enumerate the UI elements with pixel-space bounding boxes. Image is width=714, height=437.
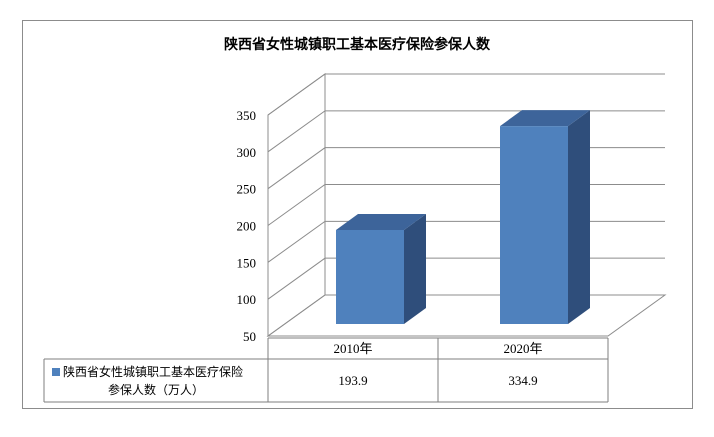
y-tick-label: 100 bbox=[237, 292, 257, 307]
y-tick-label: 300 bbox=[237, 145, 257, 160]
gridline bbox=[267, 147, 665, 190]
bars bbox=[336, 110, 590, 325]
bar-front bbox=[336, 229, 404, 324]
x-category-label: 2020年 bbox=[503, 341, 542, 356]
gridline bbox=[267, 110, 665, 153]
bar-side bbox=[568, 110, 590, 325]
legend-key bbox=[52, 368, 60, 376]
y-axis-ticks: 50 100 150 200 250 300 350 bbox=[237, 108, 257, 344]
bar-front bbox=[500, 126, 568, 325]
bar bbox=[336, 213, 426, 324]
data-table-value: 193.9 bbox=[338, 373, 367, 388]
y-tick-label: 200 bbox=[237, 219, 257, 234]
data-table: 2010年 2020年 193.9 334.9 陕西省女性城镇职工基本医疗保险参保人数（… bbox=[43, 337, 609, 403]
series-label: 陕西省女性城镇职工基本医疗保险 bbox=[63, 364, 243, 379]
gridline bbox=[267, 220, 665, 263]
bar-side bbox=[404, 213, 426, 324]
gridlines bbox=[267, 73, 665, 300]
bar bbox=[500, 110, 590, 325]
data-table-value: 334.9 bbox=[508, 373, 537, 388]
series-label: 参保人数（万人） bbox=[108, 382, 204, 397]
y-tick-label: 50 bbox=[243, 329, 256, 344]
y-tick-label: 150 bbox=[237, 255, 257, 270]
floor bbox=[266, 294, 667, 337]
chart-title: 陕西省女性城镇职工基本医疗保险参保人数 bbox=[224, 37, 490, 53]
bar-top bbox=[500, 110, 590, 127]
x-category-label: 2010年 bbox=[333, 341, 372, 356]
chart-walls bbox=[266, 73, 667, 337]
gridline bbox=[267, 257, 665, 300]
y-tick-label: 350 bbox=[237, 108, 257, 123]
y-tick-label: 250 bbox=[237, 182, 257, 197]
gridline bbox=[267, 184, 665, 226]
bar-top bbox=[336, 213, 426, 230]
gridline bbox=[267, 73, 665, 116]
